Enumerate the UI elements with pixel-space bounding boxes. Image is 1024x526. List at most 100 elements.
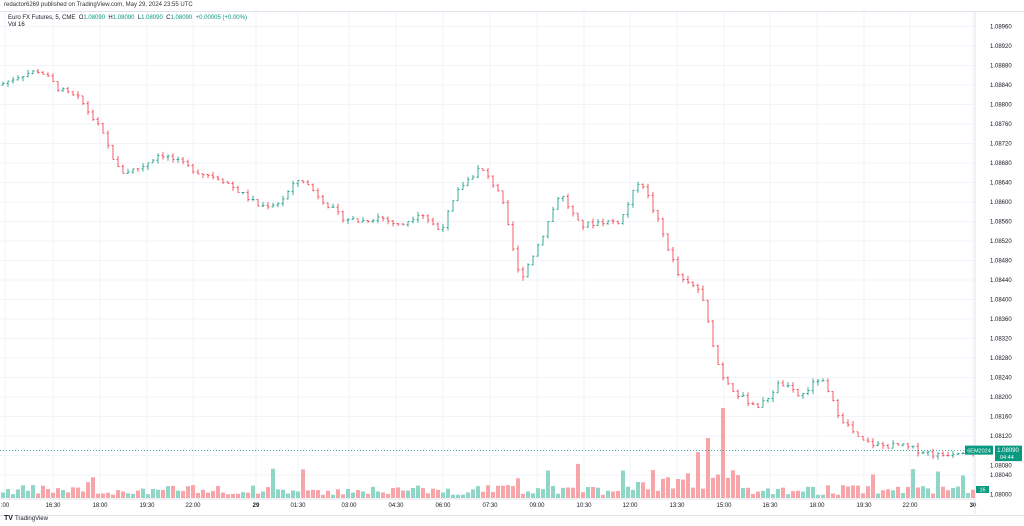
volume-bar (411, 487, 415, 498)
volume-bar (441, 492, 445, 498)
volume-bar (621, 470, 625, 498)
volume-label: Vol (8, 22, 17, 28)
x-tick-label: 01:30 (290, 503, 306, 509)
volume-bar (361, 491, 365, 498)
volume-bar (166, 486, 170, 498)
volume-bar (311, 489, 315, 498)
x-tick-label: 06:00 (435, 503, 451, 509)
volume-bar (171, 485, 175, 498)
y-tick-label: 1.08200 (990, 395, 1012, 401)
volume-bar (506, 485, 510, 498)
y-tick-label: 1.08440 (990, 278, 1012, 284)
footer-brand: TradingView (14, 515, 48, 522)
volume-bar (706, 438, 710, 498)
volume-bar (806, 486, 810, 498)
x-tick-label: 19:30 (139, 503, 155, 509)
volume-bar (516, 478, 520, 498)
countdown-value: 04:44 (1000, 455, 1014, 461)
volume-bar (846, 486, 850, 498)
volume-bar (946, 490, 950, 498)
volume-bar (681, 479, 685, 498)
volume-bar (31, 485, 35, 498)
volume-bar (266, 487, 270, 498)
volume-bar (246, 492, 250, 498)
volume-bar (511, 486, 515, 498)
volume-bar (626, 486, 630, 498)
tv-logo-icon: TV (4, 515, 13, 522)
volume-bar (866, 486, 870, 498)
volume-bar (81, 491, 85, 498)
volume-bar (856, 485, 860, 498)
volume-bar (471, 489, 475, 498)
volume-bar (531, 493, 535, 498)
price-tag-value: 1.08090 (997, 448, 1019, 454)
volume-bar (391, 488, 395, 498)
chart-frame[interactable] (0, 11, 1024, 516)
y-tick-label: 1.08520 (990, 239, 1012, 245)
volume-bar (541, 489, 545, 498)
volume-bar (456, 494, 460, 498)
volume-bar (751, 493, 755, 498)
volume-bar (241, 492, 245, 498)
volume-bar (861, 493, 865, 498)
volume-bar (566, 487, 570, 498)
volume-bar (156, 489, 160, 498)
volume-bar (226, 494, 230, 498)
volume-bar (46, 488, 50, 498)
volume-bar (401, 490, 405, 498)
volume-bar (6, 489, 10, 498)
volume-bar (616, 491, 620, 498)
volume-bar (101, 493, 105, 498)
tradingview-logo: TV TradingView (4, 515, 48, 522)
publisher-line: redactor6269 published on TradingView.co… (4, 2, 193, 8)
volume-bar (131, 493, 135, 498)
volume-bar (236, 493, 240, 498)
volume-bar (886, 489, 890, 498)
volume-bar (646, 489, 650, 498)
volume-bar (476, 486, 480, 498)
y-tick-label: 1.08320 (990, 337, 1012, 343)
y-tick-label: 1.08560 (990, 220, 1012, 226)
volume-bar (396, 487, 400, 498)
price-tag (995, 445, 1022, 462)
volume-bar (481, 491, 485, 498)
volume-bar (816, 494, 820, 498)
x-tick-label: 07:30 (482, 503, 498, 509)
volume-bar (126, 493, 130, 498)
volume-bar (496, 485, 500, 498)
volume-bar (416, 485, 420, 498)
open-label: O (78, 15, 84, 21)
volume-bar (206, 492, 210, 498)
volume-bar (791, 491, 795, 498)
volume-bar (891, 490, 895, 498)
volume-bar (716, 474, 720, 498)
volume-bar (11, 494, 15, 498)
volume-bar (711, 477, 715, 498)
volume-bar (826, 485, 830, 498)
y-tick-label: 1.08880 (990, 64, 1012, 70)
y-tick-label: 1.08600 (990, 200, 1012, 206)
volume-bar (561, 487, 565, 498)
volume-bar (301, 469, 305, 498)
volume-bar (941, 486, 945, 498)
volume-bar (191, 485, 195, 498)
low-label: L (137, 15, 142, 21)
volume-bar (116, 490, 120, 498)
volume-bar (936, 471, 940, 498)
x-tick-label: :00 (1, 503, 10, 509)
volume-bar (261, 491, 265, 498)
volume-bar (776, 488, 780, 498)
volume-bar (526, 491, 530, 498)
volume-bar (491, 492, 495, 498)
x-tick-label: 18:00 (809, 503, 825, 509)
volume-bar (251, 485, 255, 498)
volume-bar (761, 490, 765, 498)
volume-bar (676, 478, 680, 498)
volume-bar (286, 493, 290, 498)
volume-bar (666, 477, 670, 498)
volume-bar (571, 487, 575, 498)
x-tick-label: 15:00 (716, 503, 732, 509)
volume-bar (601, 494, 605, 498)
volume-bar (931, 493, 935, 498)
